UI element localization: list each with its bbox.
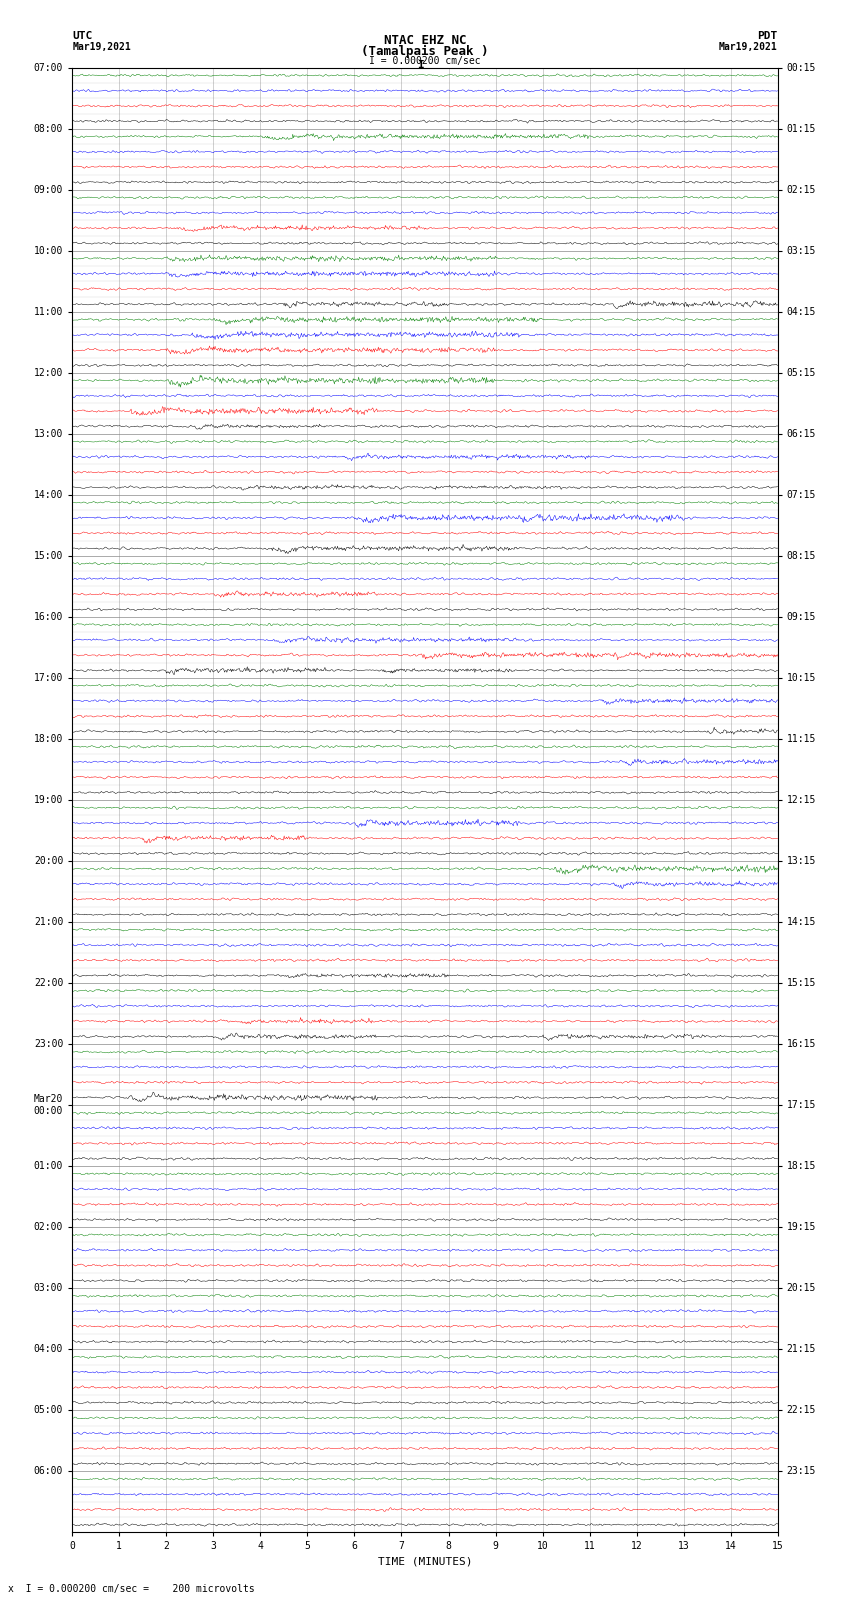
Text: I = 0.000200 cm/sec: I = 0.000200 cm/sec — [369, 56, 481, 66]
Text: NTAC EHZ NC: NTAC EHZ NC — [383, 34, 467, 47]
X-axis label: TIME (MINUTES): TIME (MINUTES) — [377, 1557, 473, 1566]
Text: UTC: UTC — [72, 31, 93, 40]
Text: x  I = 0.000200 cm/sec =    200 microvolts: x I = 0.000200 cm/sec = 200 microvolts — [8, 1584, 255, 1594]
Text: Mar19,2021: Mar19,2021 — [72, 42, 131, 52]
Text: Mar19,2021: Mar19,2021 — [719, 42, 778, 52]
Text: PDT: PDT — [757, 31, 778, 40]
Text: (Tamalpais Peak ): (Tamalpais Peak ) — [361, 45, 489, 58]
Text: I: I — [417, 60, 424, 69]
